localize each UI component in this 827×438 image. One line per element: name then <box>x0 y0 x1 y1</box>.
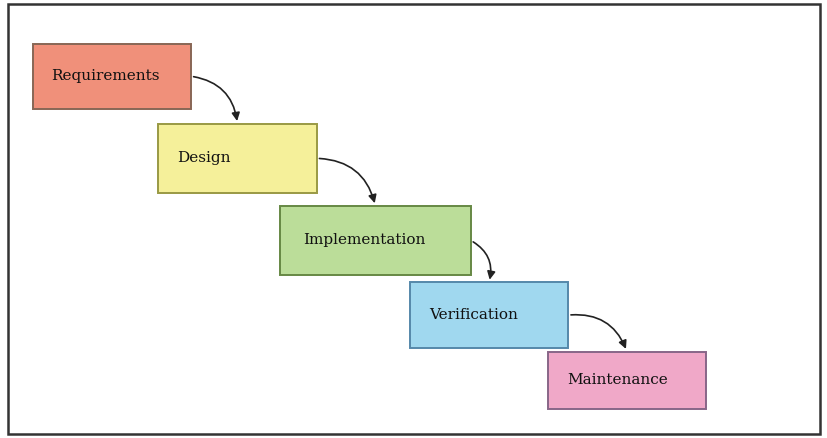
Text: Implementation: Implementation <box>303 233 425 247</box>
FancyBboxPatch shape <box>32 43 190 109</box>
Text: Design: Design <box>177 152 231 166</box>
Text: Verification: Verification <box>428 308 517 322</box>
Text: Maintenance: Maintenance <box>566 374 667 388</box>
FancyBboxPatch shape <box>409 283 567 348</box>
Text: Requirements: Requirements <box>51 69 160 83</box>
FancyBboxPatch shape <box>280 206 471 275</box>
FancyBboxPatch shape <box>158 124 316 193</box>
FancyBboxPatch shape <box>547 352 705 410</box>
